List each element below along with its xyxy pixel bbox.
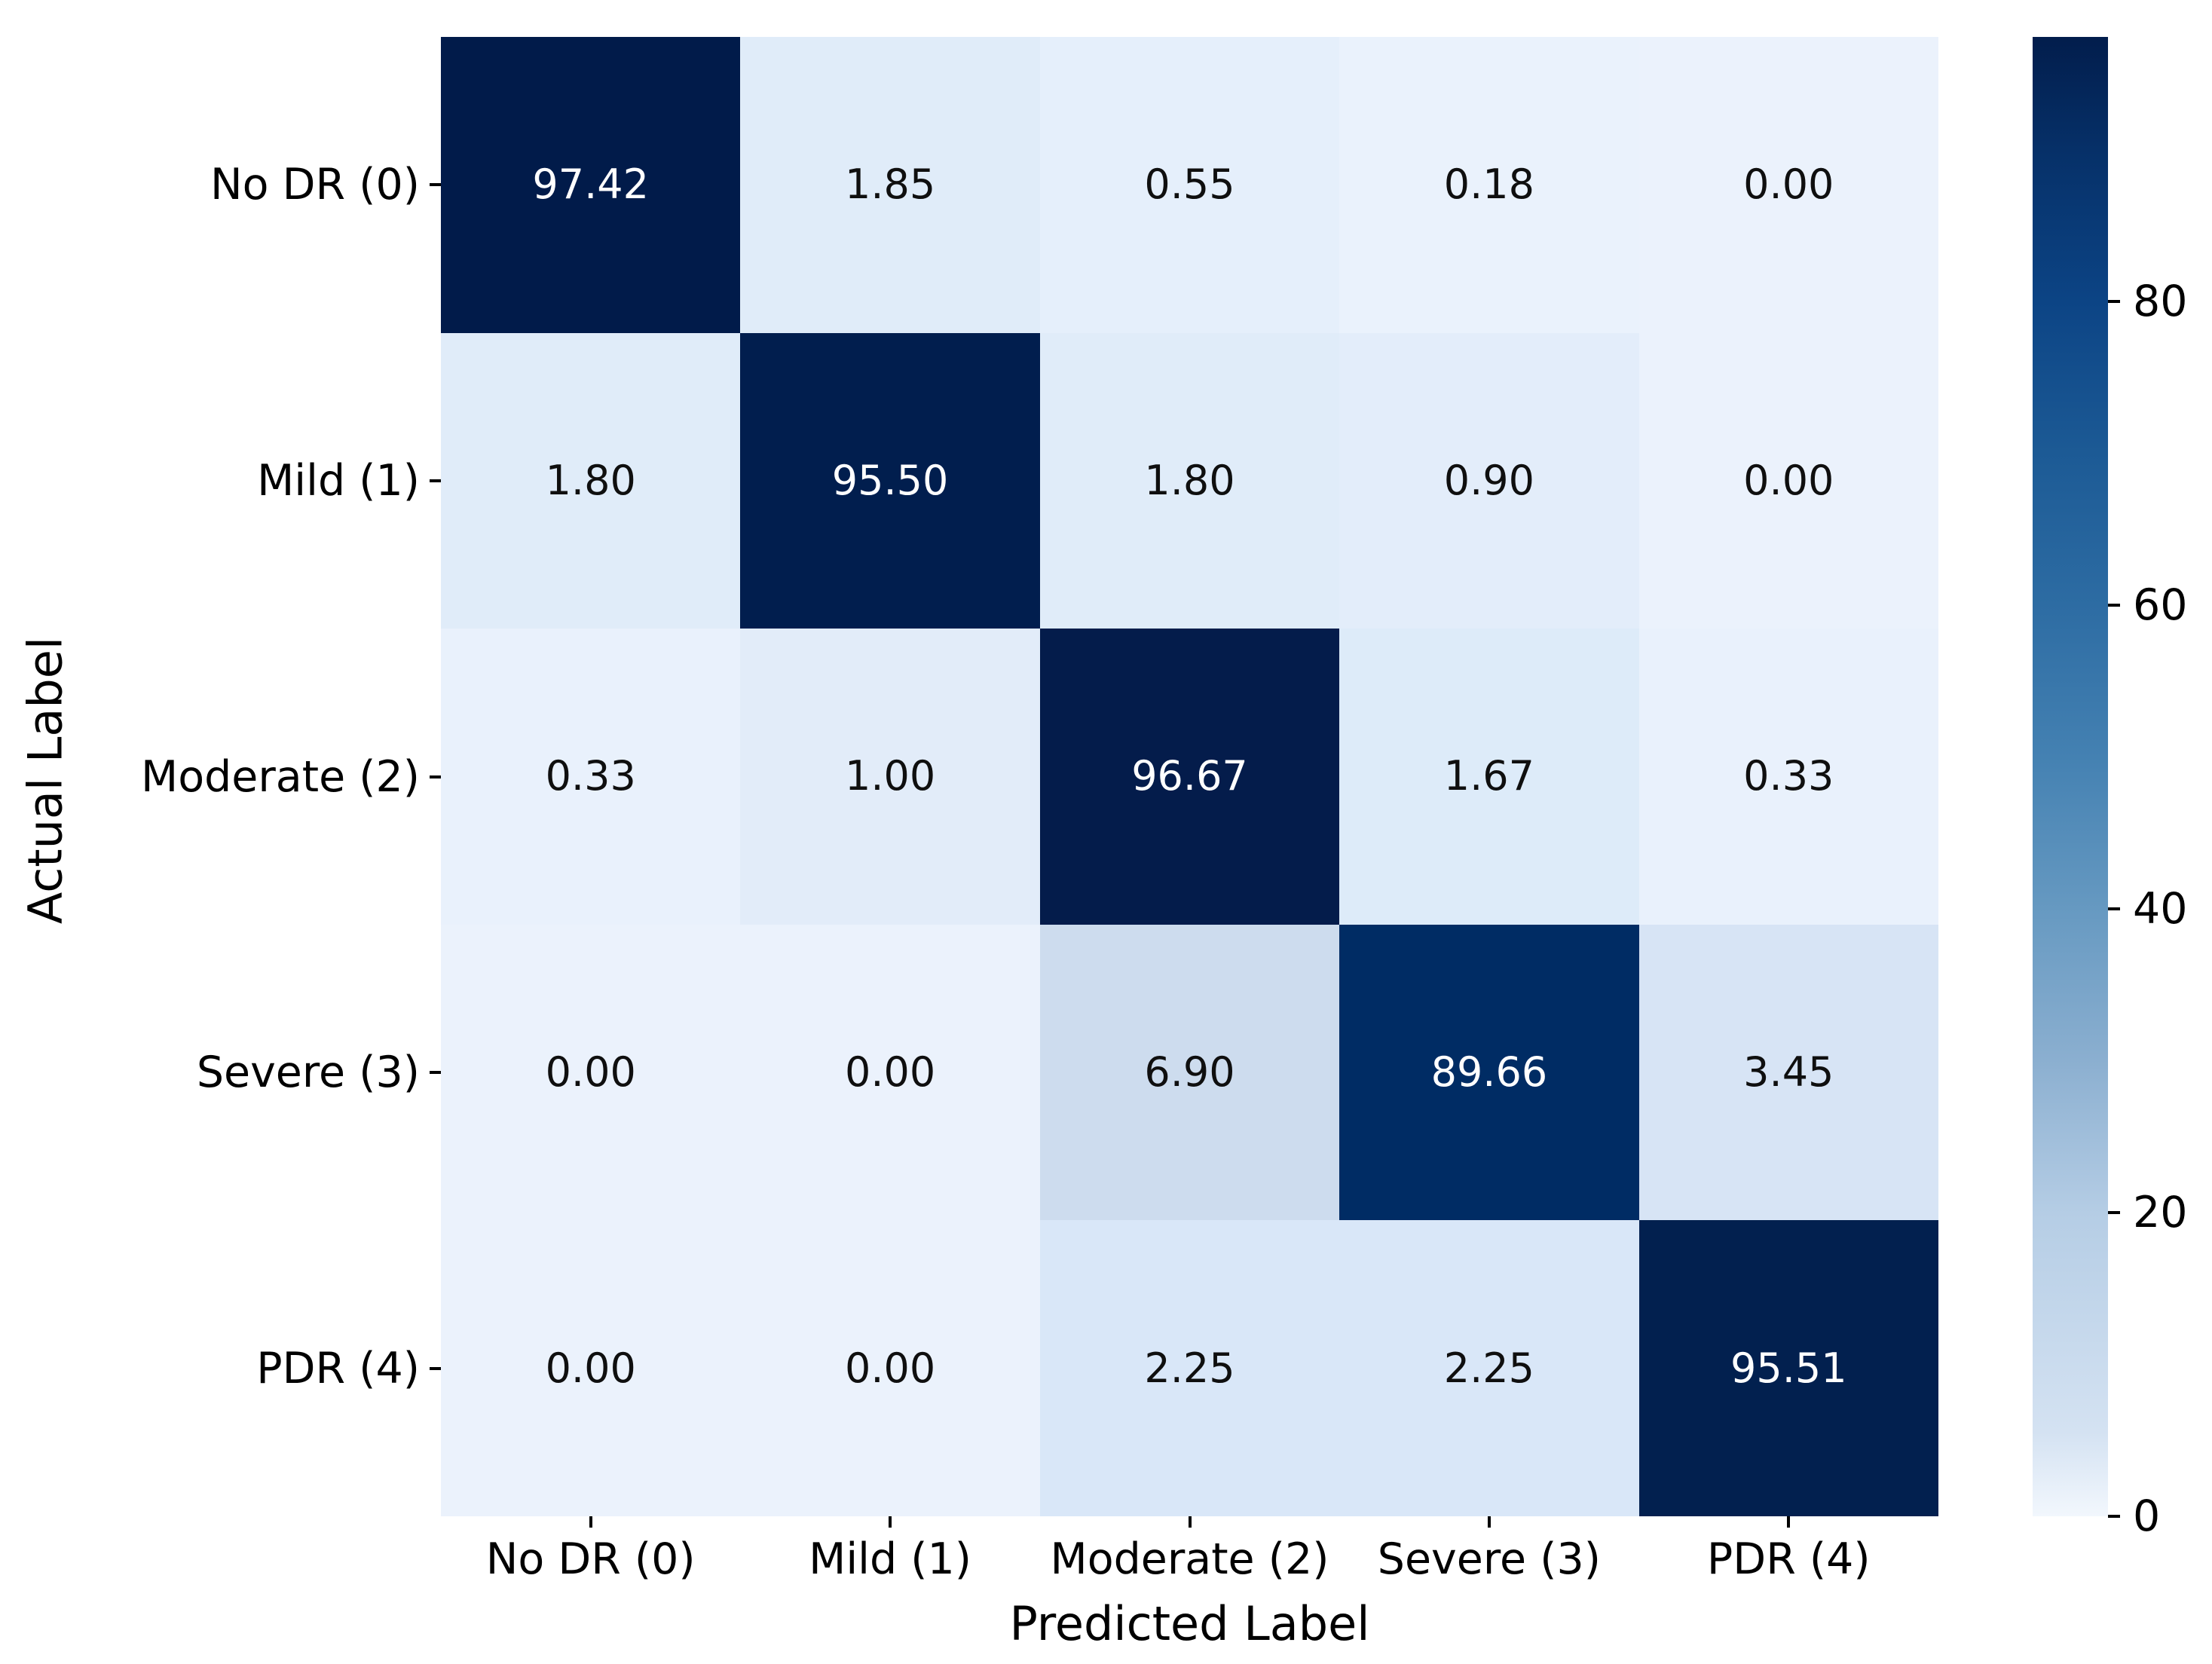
heatmap-cell: 0.33 [441, 629, 741, 925]
heatmap-cell: 0.18 [1339, 37, 1639, 333]
heatmap-cell: 0.00 [1638, 37, 1938, 333]
colorbar-tick-label: 60 [2133, 580, 2188, 630]
heatmap-cell: 0.00 [441, 1220, 741, 1516]
y-tick-label: Severe (3) [196, 1048, 420, 1098]
x-axis-title: Predicted Label [1009, 1596, 1370, 1651]
heatmap-cell: 1.00 [740, 629, 1040, 925]
heatmap-cell: 3.45 [1638, 924, 1938, 1221]
heatmap-cell: 1.80 [441, 332, 741, 629]
colorbar [2033, 37, 2108, 1516]
y-tick-label: No DR (0) [210, 160, 420, 210]
y-tick-mark [430, 775, 441, 778]
heatmap-cell: 2.25 [1039, 1220, 1340, 1516]
y-tick-mark [430, 183, 441, 187]
colorbar-tick-mark [2108, 300, 2120, 303]
colorbar-tick-mark [2108, 1211, 2120, 1214]
heatmap-cell: 2.25 [1339, 1220, 1639, 1516]
y-tick-label: Moderate (2) [141, 751, 420, 802]
heatmap-cell: 95.51 [1638, 1220, 1938, 1516]
heatmap-cell: 1.67 [1339, 629, 1639, 925]
y-axis-title: Actual Label [17, 636, 73, 925]
colorbar-tick-mark [2108, 1515, 2120, 1518]
colorbar-tick-label: 40 [2133, 884, 2188, 934]
heatmap-cell: 0.00 [740, 924, 1040, 1221]
heatmap-cell: 96.67 [1039, 629, 1340, 925]
x-tick-mark [1188, 1516, 1192, 1528]
colorbar-tick-label: 0 [2133, 1491, 2161, 1541]
heatmap-cell: 97.42 [441, 37, 741, 333]
colorbar-tick-mark [2108, 604, 2120, 607]
heatmap-cell: 0.90 [1339, 332, 1639, 629]
heatmap-cell: 6.90 [1039, 924, 1340, 1221]
y-tick-mark [430, 1071, 441, 1075]
y-tick-label: PDR (4) [256, 1343, 420, 1393]
heatmap-cell: 1.80 [1039, 332, 1340, 629]
heatmap-cell: 0.55 [1039, 37, 1340, 333]
x-tick-mark [1787, 1516, 1791, 1528]
heatmap-cell: 0.00 [1638, 332, 1938, 629]
x-tick-label: Moderate (2) [1050, 1534, 1329, 1584]
y-tick-mark [430, 479, 441, 482]
confusion-matrix-heatmap: 97.42 1.85 0.55 0.18 0.00 1.80 95.50 1.80 0.90 0.… [441, 37, 1938, 1516]
colorbar-tick-mark [2108, 907, 2120, 910]
colorbar-tick-label: 80 [2133, 277, 2188, 326]
x-tick-mark [889, 1516, 892, 1528]
heatmap-cell: 1.85 [740, 37, 1040, 333]
heatmap-cell: 95.50 [740, 332, 1040, 629]
heatmap-cell: 89.66 [1339, 924, 1639, 1221]
heatmap-cell: 0.00 [441, 924, 741, 1221]
y-tick-label: Mild (1) [257, 455, 420, 506]
heatmap-cell: 0.00 [740, 1220, 1040, 1516]
y-tick-mark [430, 1366, 441, 1370]
x-tick-label: No DR (0) [485, 1534, 696, 1584]
x-tick-mark [589, 1516, 592, 1528]
x-tick-label: PDR (4) [1706, 1534, 1871, 1584]
x-tick-label: Mild (1) [809, 1534, 972, 1584]
colorbar-tick-label: 20 [2133, 1188, 2188, 1237]
heatmap-cell: 0.33 [1638, 629, 1938, 925]
x-tick-label: Severe (3) [1377, 1534, 1601, 1584]
x-tick-mark [1487, 1516, 1491, 1528]
